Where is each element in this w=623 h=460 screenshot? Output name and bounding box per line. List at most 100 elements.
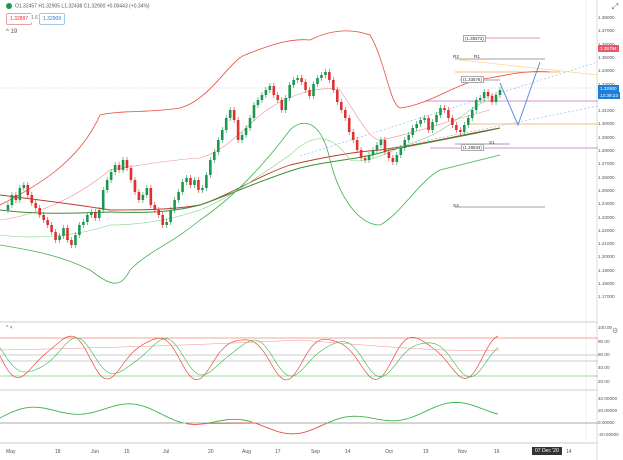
buy-button[interactable]: 1.32909 (39, 13, 66, 25)
ohlc-values: O1.32457 H1.32905 L1.32438 C1.32900 +0.0… (15, 3, 150, 10)
time-axis-label: Aug (242, 449, 251, 455)
candle (121, 160, 125, 170)
candle (439, 108, 442, 115)
price-tag-red: 1.35794 (598, 45, 619, 52)
price-axis-label: 1.24000 (598, 201, 615, 207)
price-axis-label: 1.27000 (598, 161, 615, 167)
stoch-axis-100: 100.00 (598, 325, 613, 330)
candle (252, 105, 256, 118)
time-axis-label: Sep (311, 449, 320, 455)
candle (264, 90, 268, 95)
s1-label: S1 (489, 140, 495, 145)
candle (86, 215, 89, 222)
candle (50, 225, 53, 232)
bb-lower (0, 122, 501, 284)
candle (38, 208, 42, 215)
candle (105, 180, 109, 190)
time-axis-label: 16 (494, 449, 500, 455)
candle (185, 178, 188, 182)
price-axis-label: 1.29000 (598, 134, 615, 140)
maximize-icon[interactable]: ⤢ (611, 2, 619, 11)
candle (383, 140, 387, 152)
mid-level-box: (1.33576) (461, 76, 484, 83)
time-axis-label: Jun (91, 449, 100, 455)
price-axis-label: 1.17000 (598, 294, 615, 300)
candle (70, 240, 73, 245)
candle (391, 158, 395, 162)
trend-line-3 (459, 59, 599, 76)
price-axis-label: 1.36000 (598, 42, 615, 47)
candle (66, 228, 69, 240)
indicator-collapse[interactable]: ^ × (6, 325, 13, 331)
sell-button[interactable]: 1.32897 (6, 13, 33, 25)
price-tag-current: 1.32900 (598, 85, 619, 92)
candle (220, 130, 224, 140)
candle (14, 195, 18, 200)
candle (181, 182, 184, 192)
candles (6, 69, 502, 248)
candle (113, 165, 117, 172)
candle (256, 100, 260, 105)
candle (304, 82, 307, 90)
candle (320, 75, 323, 78)
price-axis-label: 1.28000 (598, 148, 615, 153)
candle (498, 90, 502, 95)
price-axis-label: 1.37000 (598, 28, 615, 34)
candle (447, 110, 450, 118)
chevron-up-icon[interactable]: ^ (6, 29, 9, 35)
candle (213, 152, 216, 160)
candle (451, 118, 454, 125)
ohlc-readout: O1.32457 H1.32905 L1.32438 C1.32900 +0.0… (6, 3, 150, 9)
trend-line-2 (379, 105, 599, 151)
candle (466, 118, 470, 125)
candle (125, 160, 129, 168)
stoch-k-line (0, 335, 499, 381)
candle (6, 205, 10, 210)
candle (312, 84, 315, 96)
chevron-up-icon[interactable]: ^ (6, 325, 9, 331)
candle (248, 118, 252, 128)
candle (74, 235, 77, 245)
r2-label: R2 (453, 54, 459, 59)
candle (423, 118, 426, 120)
time-axis-label: Oct (385, 449, 393, 455)
stoch-axis-40: 40.00 (598, 365, 610, 370)
price-axis-label: 1.31000 (598, 108, 615, 114)
indicator-legend[interactable]: ^ 19 (6, 29, 17, 35)
candle (375, 145, 379, 150)
candle (332, 80, 335, 90)
price-axis-label: 1.33000 (598, 81, 615, 87)
candle (296, 78, 299, 80)
price-axis-label: 1.26000 (598, 174, 615, 180)
stoch-d-line (0, 337, 499, 378)
ma-green (0, 127, 501, 214)
stoch-slow-line (0, 339, 501, 351)
candle (236, 120, 240, 140)
price-axis-label: 1.35000 (598, 54, 615, 60)
candle (455, 125, 458, 130)
r1-label: R1 (474, 54, 480, 59)
candle (30, 195, 34, 203)
candle (169, 210, 172, 222)
candle (347, 118, 351, 132)
candle (336, 90, 339, 102)
candle (46, 220, 49, 225)
time-axis-label: Nov (458, 449, 467, 455)
candle (216, 140, 220, 152)
time-axis-label: May (6, 449, 16, 455)
candle (435, 115, 438, 122)
close-icon[interactable]: × (9, 325, 13, 331)
gear-icon[interactable]: ⚙ (612, 328, 619, 335)
symbol-status-icon (6, 3, 12, 9)
price-axis-label: 1.30000 (598, 121, 615, 127)
oscillator-neg-line (185, 422, 328, 435)
time-axis-label: 14 (345, 449, 351, 455)
time-axis-label: 19 (423, 449, 429, 455)
candle (141, 195, 145, 200)
candle (22, 185, 26, 188)
candle (244, 128, 248, 135)
high-level-box: (1.38373) (463, 35, 486, 42)
candle (359, 150, 363, 158)
price-axis-label: 1.21000 (598, 241, 615, 247)
